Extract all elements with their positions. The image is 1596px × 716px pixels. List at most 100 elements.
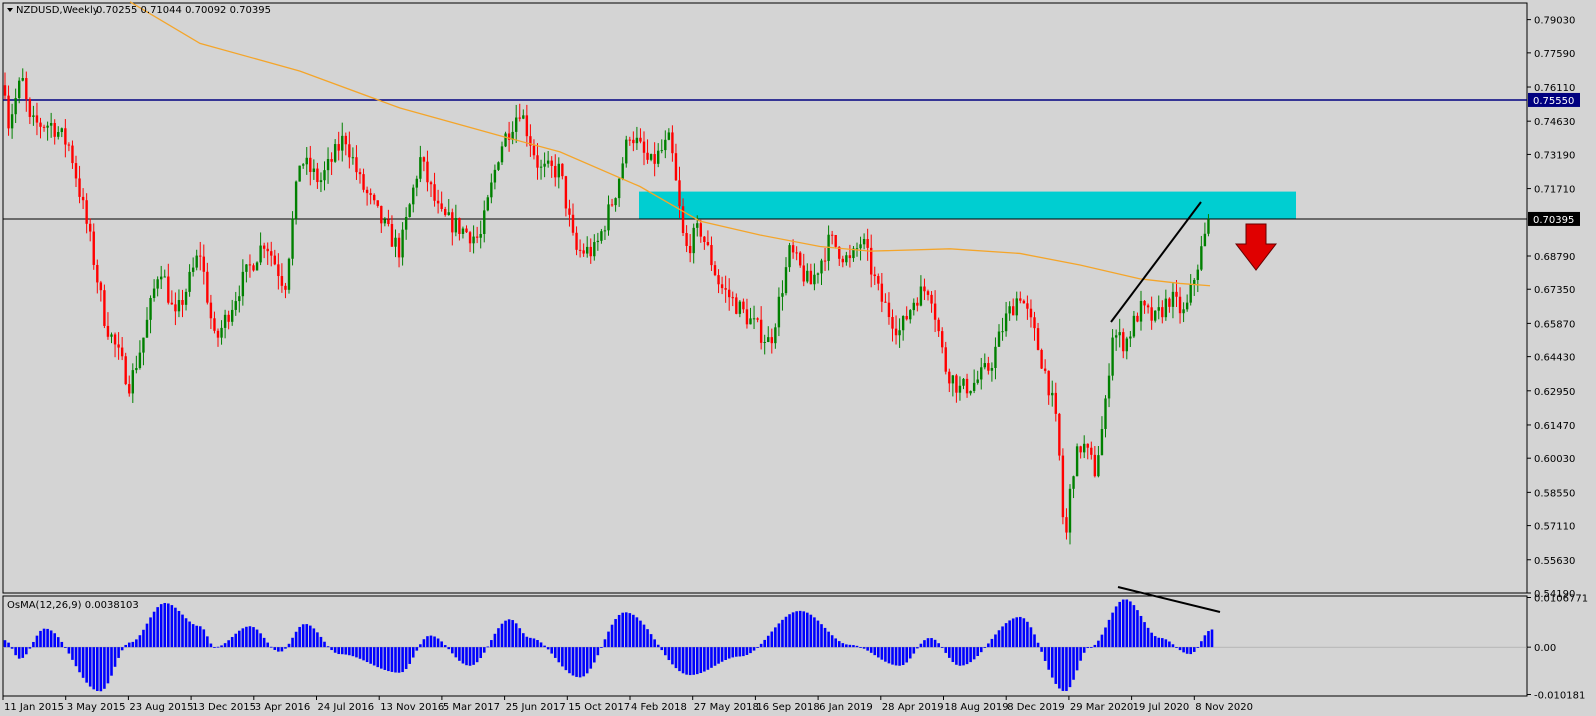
osma-bar (35, 635, 39, 648)
osma-bar (213, 647, 216, 648)
osma-bar (571, 647, 575, 676)
candle-body (589, 246, 592, 257)
candle-body (582, 250, 585, 254)
osma-bar (156, 607, 159, 648)
candle-body (468, 232, 472, 244)
candle-body (557, 163, 560, 178)
candle-body (667, 132, 671, 140)
candle-body (980, 367, 983, 380)
osma-bar (624, 612, 628, 648)
osma-bar (788, 614, 791, 648)
osma-bar (511, 620, 514, 648)
candle-body (355, 157, 358, 173)
osma-bar (830, 635, 834, 648)
osma-bar (191, 624, 195, 648)
candle-body (607, 204, 610, 231)
candle-body (174, 304, 177, 312)
candle-body (713, 265, 717, 276)
candle-body (167, 276, 170, 303)
candle-body (1068, 488, 1072, 533)
candle-body (635, 137, 639, 144)
osma-bar (894, 647, 898, 666)
osma-bar (326, 646, 330, 648)
candle-body (14, 98, 17, 115)
level-price-label: 0.75550 (1533, 96, 1574, 107)
osma-bar (1114, 606, 1118, 648)
osma-bar (472, 647, 475, 665)
osma-bar (184, 618, 188, 648)
candle-body (1207, 219, 1210, 234)
candle-body (735, 297, 738, 314)
candle-body (89, 223, 92, 232)
candle-body (64, 128, 67, 145)
time-tick-label: 11 Jan 2015 (4, 702, 64, 713)
osma-bar (1029, 627, 1033, 648)
candle-body (610, 204, 614, 206)
osma-bar (930, 638, 933, 648)
osma-bar (305, 624, 309, 648)
osma-bar (553, 647, 557, 658)
candle-body (767, 337, 770, 342)
candle-body (156, 279, 159, 289)
candle-body (685, 233, 688, 246)
dropdown-triangle-icon[interactable] (7, 8, 13, 12)
price-tick-label: 0.68790 (1534, 252, 1575, 263)
osma-bar (820, 624, 823, 648)
osma-bar (1065, 647, 1068, 691)
osma-bar (944, 647, 948, 653)
osma-bar (504, 620, 507, 648)
osma-bar (926, 638, 930, 648)
osma-bar (869, 647, 873, 653)
candle-body (259, 245, 262, 263)
osma-bar (717, 647, 720, 664)
osma-bar (706, 647, 710, 670)
osma-bar (475, 647, 479, 663)
osma-bar (578, 647, 582, 678)
candle-body (106, 325, 110, 337)
candle-body (532, 145, 536, 156)
candle-body (113, 334, 117, 345)
candle-body (248, 264, 252, 266)
osma-bar (56, 637, 60, 648)
candle-body (696, 223, 699, 228)
time-tick-label: 16 Sep 2018 (756, 702, 819, 713)
candle-body (1012, 306, 1015, 316)
price-tick-label: 0.55630 (1534, 556, 1575, 567)
candle-body (763, 341, 766, 343)
osma-bar (1033, 634, 1036, 648)
candle-body (401, 229, 404, 258)
osma-bar (1004, 623, 1008, 648)
osma-bar (763, 639, 766, 648)
osma-bar (997, 630, 1001, 648)
osma-bar (152, 611, 156, 648)
candle-body (600, 231, 603, 241)
candle-body (163, 276, 166, 278)
candle-body (397, 237, 401, 258)
candle-body (241, 271, 245, 297)
candle-body (475, 236, 479, 238)
osma-bar (862, 647, 866, 649)
candle-body (841, 258, 844, 263)
candle-body (791, 245, 795, 253)
candle-body (110, 334, 113, 337)
candle-body (451, 212, 454, 233)
osma-bar (198, 626, 202, 648)
osma-bar (603, 639, 607, 648)
osma-bar (699, 647, 703, 674)
osma-bar (837, 641, 841, 648)
osma-bar (301, 624, 305, 648)
osma-bar (273, 647, 277, 650)
osma-bar (855, 645, 859, 648)
candle-body (912, 302, 915, 311)
osma-bar (404, 647, 408, 670)
osma-bar (1015, 617, 1019, 648)
osma-bar (685, 647, 688, 675)
candle-body (479, 234, 482, 238)
osma-bar (163, 602, 167, 648)
osma-bar (390, 647, 394, 672)
candle-body (444, 208, 447, 215)
osma-bar (96, 647, 99, 691)
candle-body (848, 255, 852, 259)
